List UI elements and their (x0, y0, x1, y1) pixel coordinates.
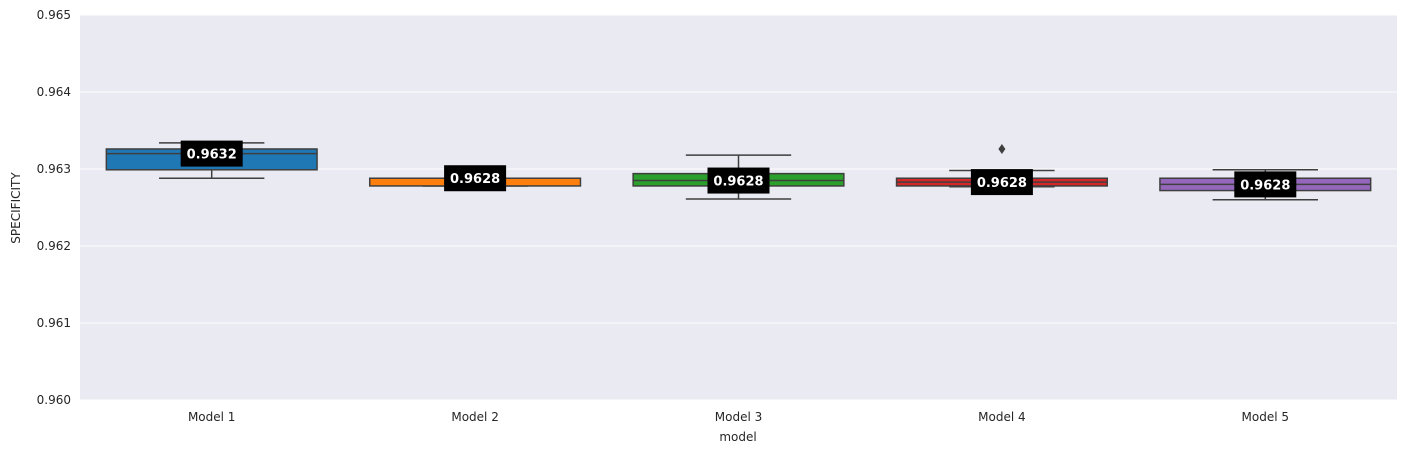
median-value-label: 0.9628 (977, 176, 1027, 191)
y-tick-label: 0.962 (37, 239, 71, 253)
y-axis-ticks: 0.960 0.961 0.962 0.963 0.964 0.965 (37, 8, 71, 407)
median-label-bg (180, 140, 243, 167)
x-tick-label: Model 4 (978, 410, 1025, 424)
median-value-label: 0.9632 (187, 148, 237, 163)
y-tick-label: 0.960 (37, 393, 71, 407)
y-tick-label: 0.963 (37, 162, 71, 176)
boxes: 0.9632 0.9628 0.9628 0.9628 0.9628 (105, 140, 1372, 201)
median-label-bg (444, 165, 507, 192)
y-tick-label: 0.964 (37, 85, 71, 99)
x-tick-label: Model 2 (451, 410, 498, 424)
plot-area (80, 15, 1397, 400)
median-value-label: 0.9628 (1240, 178, 1290, 193)
outlier-point (998, 143, 1006, 154)
box-3: 0.9628 (632, 154, 845, 200)
median-label-bg (970, 169, 1033, 196)
median-value-label: 0.9628 (450, 172, 500, 187)
x-tick-label: Model 5 (1242, 410, 1289, 424)
x-axis-title: model (719, 430, 756, 444)
box-4: 0.9628 (895, 143, 1109, 196)
y-tick-label: 0.965 (37, 8, 71, 22)
median-label-bg (707, 167, 770, 194)
x-axis-ticks: Model 1 Model 2 Model 3 Model 4 Model 5 (188, 410, 1289, 424)
x-tick-label: Model 3 (715, 410, 762, 424)
median-value-label: 0.9628 (713, 175, 763, 190)
box-2: 0.9628 (368, 165, 582, 192)
box-5: 0.9628 (1159, 169, 1372, 201)
y-tick-label: 0.961 (37, 316, 71, 330)
box-1: 0.9632 (105, 140, 318, 179)
median-label-bg (1234, 171, 1297, 198)
y-axis-title: SPECIFICITY (9, 172, 23, 244)
x-tick-label: Model 1 (188, 410, 235, 424)
